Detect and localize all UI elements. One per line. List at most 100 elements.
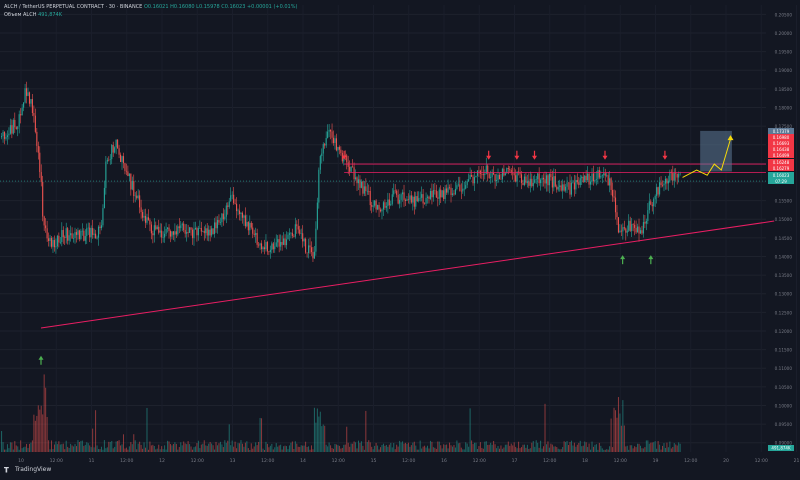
volume-bar <box>83 445 85 452</box>
candle-body <box>638 226 640 234</box>
candle-body <box>484 173 486 176</box>
volume-bar <box>581 446 583 452</box>
volume-bar <box>623 425 625 452</box>
volume-bar <box>266 443 268 452</box>
volume-bar <box>663 443 665 452</box>
volume-bar <box>654 441 656 452</box>
volume-bar <box>606 449 608 452</box>
candle-body <box>519 172 521 175</box>
y-tick-label: 0.19000 <box>775 68 793 73</box>
candle-body <box>347 162 349 167</box>
volume-bar <box>130 442 132 452</box>
volume-bar <box>68 447 70 452</box>
candle-body <box>394 190 396 192</box>
candle-body <box>21 107 23 116</box>
volume-bar <box>651 442 653 452</box>
candle-body <box>510 169 512 173</box>
candle-body <box>371 205 373 207</box>
candle-body <box>146 217 148 223</box>
y-tick-label: 0.18000 <box>775 105 793 110</box>
volume-bar <box>540 440 542 452</box>
candle-body <box>124 163 126 171</box>
candle-body <box>227 205 229 207</box>
volume-bar <box>152 444 154 452</box>
candle-body <box>507 167 509 170</box>
candle-body <box>610 178 612 190</box>
candle-body <box>15 127 17 129</box>
candle-body <box>238 210 241 215</box>
candle-body <box>669 171 671 181</box>
candle-body <box>664 178 667 184</box>
candle-body <box>421 194 423 198</box>
volume-bar <box>30 442 32 452</box>
volume-bar <box>634 446 636 452</box>
volume-bar <box>562 447 564 452</box>
y-tick-label: 0.12000 <box>775 329 793 334</box>
volume-bar <box>340 448 342 452</box>
candle-body <box>277 239 279 243</box>
candle-body <box>454 188 456 195</box>
symbol-header: ALCH / TetherUS PERPETUAL CONTRACT · 30 … <box>4 4 297 10</box>
candle-body <box>74 232 76 239</box>
volume-bar <box>335 444 337 452</box>
candle-body <box>184 230 186 234</box>
candle-body <box>341 152 343 162</box>
candle-body <box>309 245 311 248</box>
candle-body <box>171 231 173 237</box>
volume-indicator-legend[interactable]: Объем ALCH 491,874K <box>4 12 62 18</box>
volume-bar <box>368 440 370 452</box>
volume-bar <box>161 446 163 452</box>
candle-body <box>435 190 437 198</box>
candle-body <box>65 228 67 238</box>
volume-bar <box>199 448 201 452</box>
candle-body <box>236 203 238 212</box>
volume-bar <box>246 441 248 452</box>
candle-body <box>572 182 574 184</box>
candle-body <box>1 136 3 138</box>
candle-body <box>209 229 211 236</box>
volume-bar <box>64 449 66 452</box>
volume-bar <box>363 449 365 452</box>
volume-bar <box>27 447 29 452</box>
candle-body <box>495 180 498 182</box>
volume-bar <box>234 441 236 452</box>
candle-body <box>75 232 78 235</box>
candle-body <box>550 173 552 178</box>
volume-bar <box>631 445 633 452</box>
volume-bar <box>337 445 339 452</box>
candle-body <box>43 216 45 226</box>
volume-bar <box>509 445 511 452</box>
volume-bar <box>427 445 429 452</box>
candle-body <box>287 234 289 240</box>
tradingview-logo[interactable]: TradingView <box>4 466 51 473</box>
candle-body <box>529 178 531 186</box>
up-arrow-head <box>648 255 654 260</box>
down-arrow-head <box>532 155 537 160</box>
candle-body <box>330 129 332 132</box>
volume-bar <box>590 449 592 452</box>
candle-body <box>616 212 618 218</box>
candle-body <box>645 220 647 224</box>
volume-bar <box>34 420 36 452</box>
volume-bar <box>193 447 195 452</box>
volume-bar <box>48 440 50 452</box>
candle-body <box>219 222 221 223</box>
volume-bar <box>224 440 226 452</box>
symbol-title[interactable]: ALCH / TetherUS PERPETUAL CONTRACT · 30 … <box>4 4 143 10</box>
candle-body <box>296 224 298 227</box>
candle-body <box>56 235 58 247</box>
volume-bar <box>672 446 674 452</box>
volume-bar <box>184 443 186 452</box>
candle-body <box>64 237 66 238</box>
volume-bar <box>468 446 470 452</box>
volume-bar <box>74 444 76 452</box>
volume-bar <box>462 449 464 452</box>
volume-bar <box>274 447 276 452</box>
candle-body <box>143 215 145 218</box>
candle-body <box>178 226 180 229</box>
volume-bar <box>259 417 261 452</box>
volume-bar <box>528 448 530 452</box>
candle-body <box>453 193 455 195</box>
